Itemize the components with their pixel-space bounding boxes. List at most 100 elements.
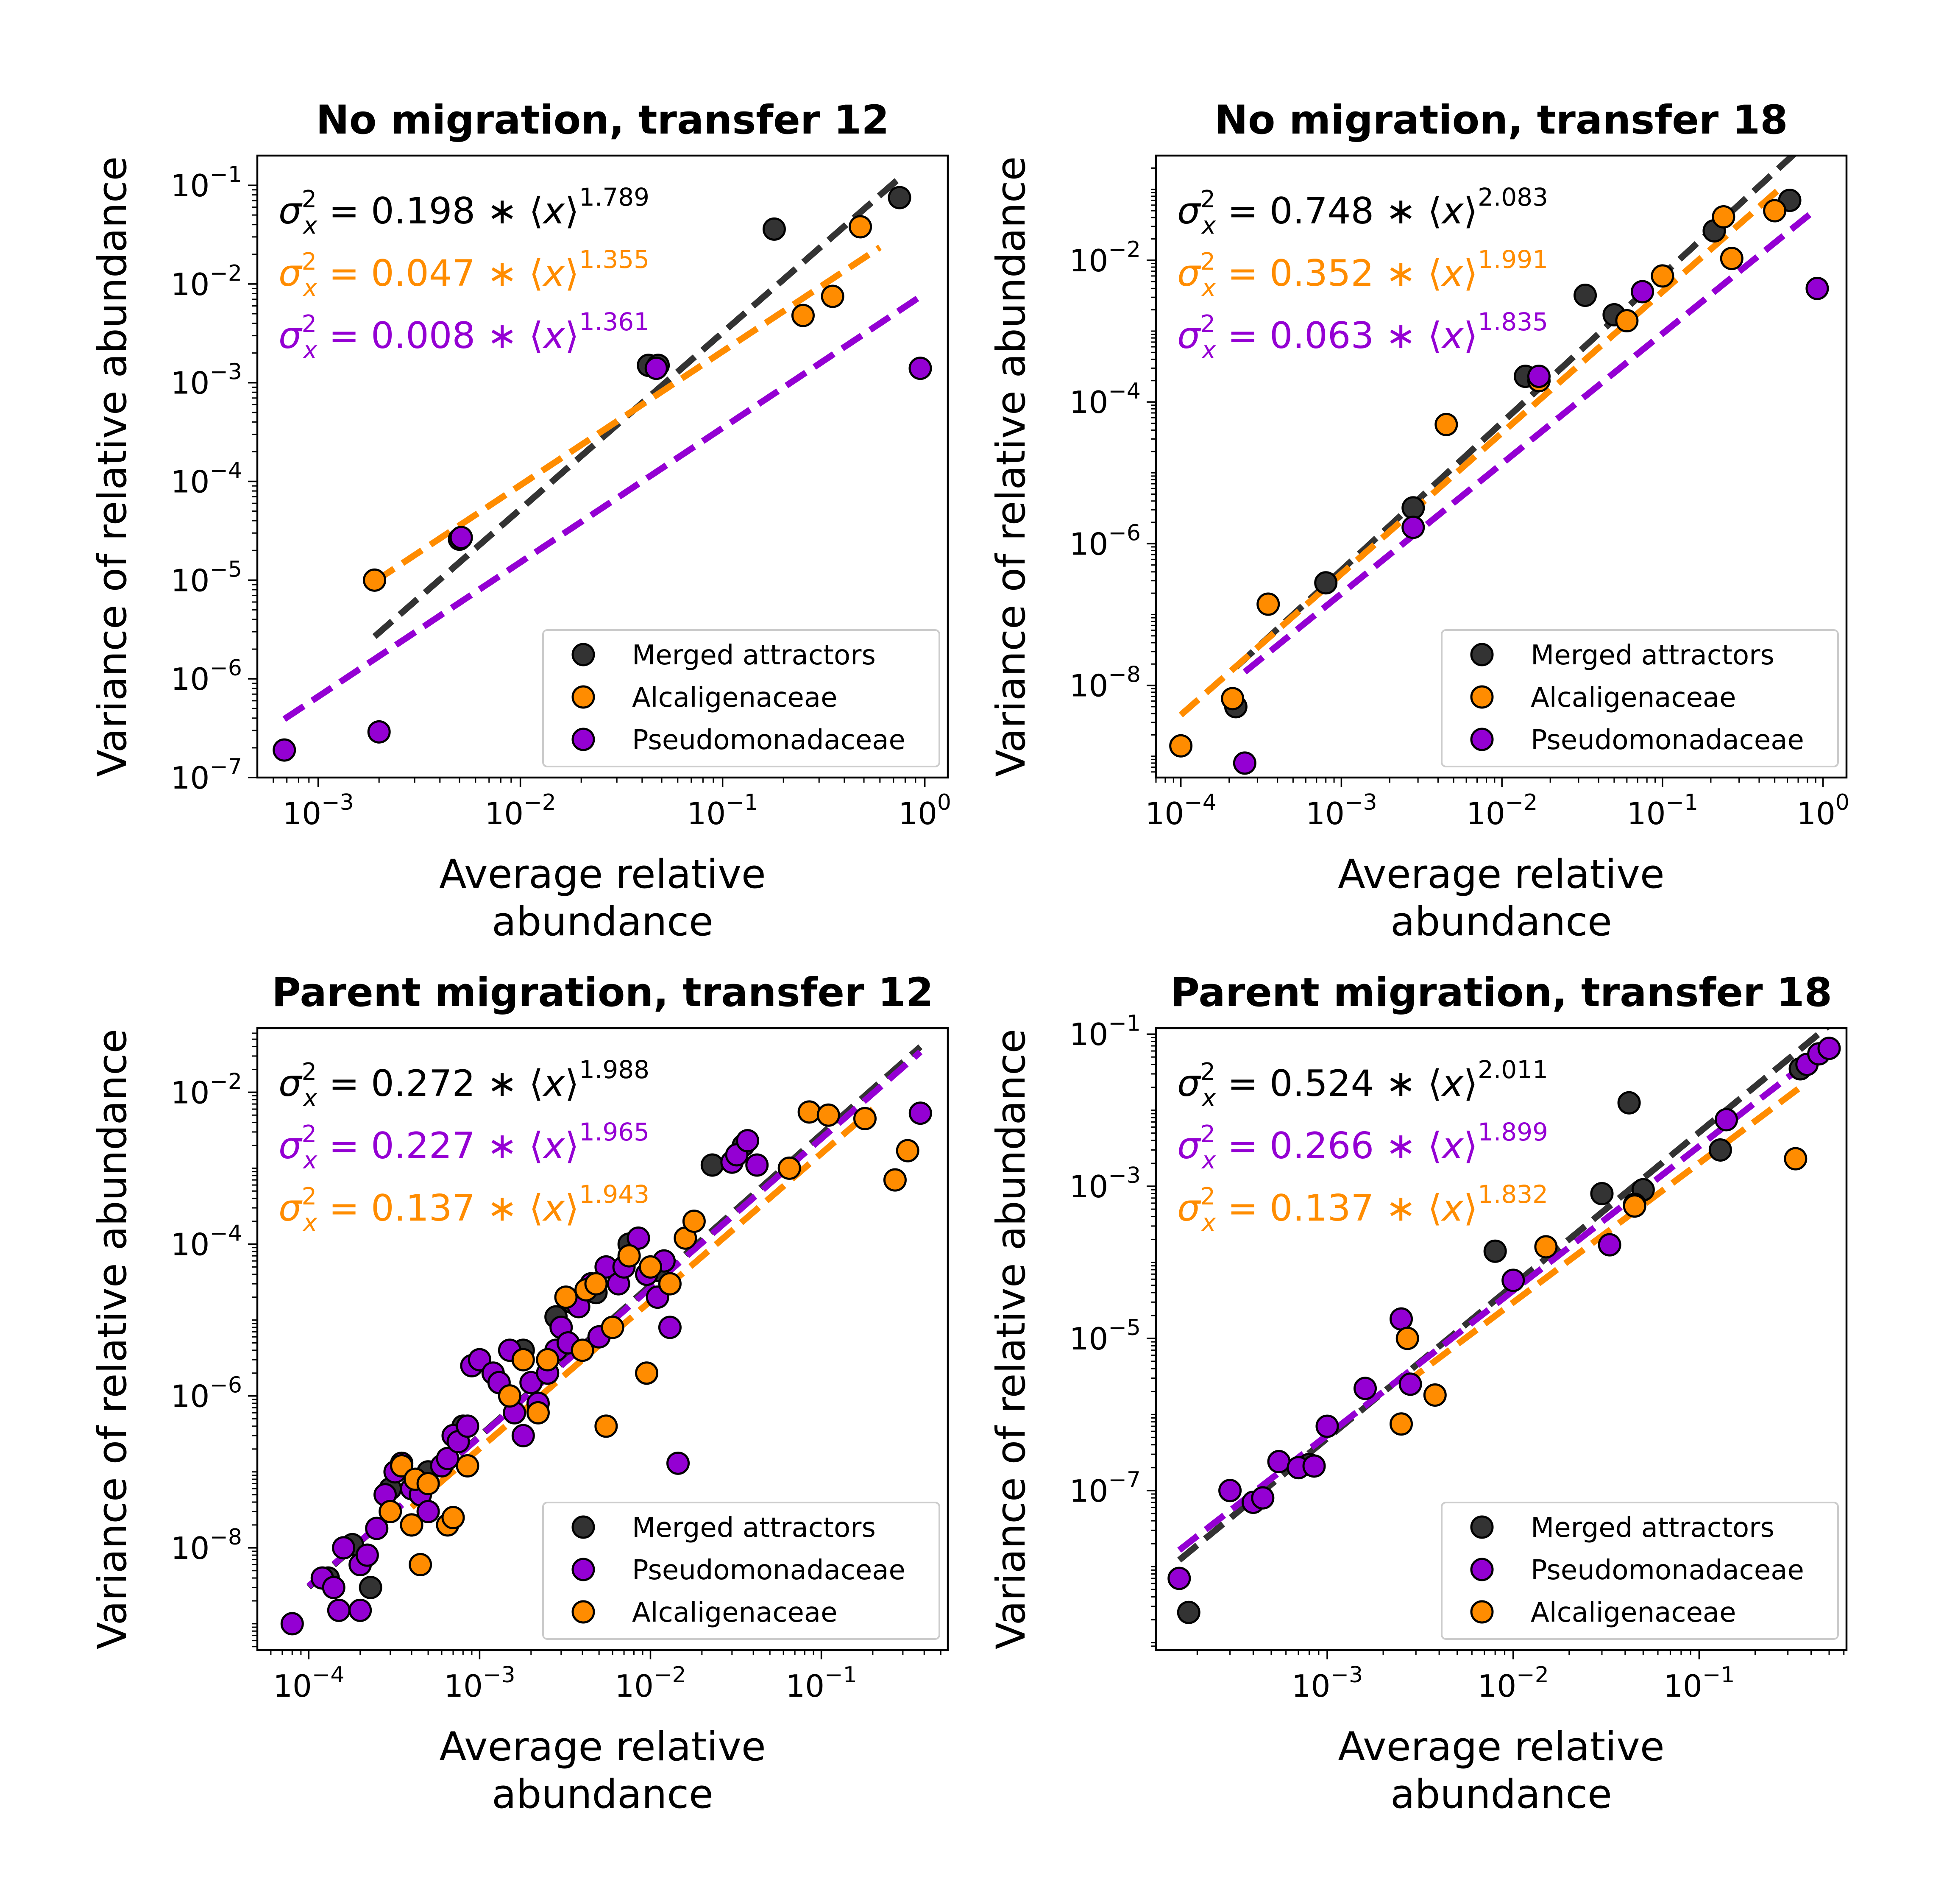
data-point-pseudo bbox=[658, 1316, 682, 1339]
data-point-pseudo bbox=[1805, 276, 1829, 300]
plot-area bbox=[280, 1044, 932, 1636]
data-point-alcal bbox=[1395, 1327, 1419, 1350]
fit-equation-alcal: σ2 x = 0.047 ∗ ⟨x⟩1.355 bbox=[279, 245, 649, 302]
legend: Merged attractors Pseudomonadaceae Alcalig… bbox=[542, 1502, 940, 1640]
data-point-merged bbox=[1574, 284, 1597, 307]
legend-marker-alcal bbox=[571, 685, 595, 709]
fit-line-merged bbox=[1177, 1028, 1831, 1563]
data-point-alcal bbox=[1712, 205, 1735, 229]
data-point-pseudo bbox=[1598, 1233, 1621, 1257]
fit-equation-merged: σ2 x = 0.198 ∗ ⟨x⟩1.789 bbox=[279, 183, 649, 240]
x-tick-label: 10−2 bbox=[615, 1662, 686, 1704]
data-point-alcal bbox=[682, 1210, 706, 1233]
axes-frame bbox=[256, 1027, 949, 1651]
data-point-pseudo bbox=[1218, 1479, 1242, 1503]
data-point-pseudo bbox=[1167, 1567, 1191, 1590]
data-point-pseudo bbox=[327, 1598, 351, 1622]
data-point-pseudo bbox=[1354, 1377, 1377, 1400]
data-point-merged bbox=[1590, 1182, 1614, 1205]
legend-marker-pseudo bbox=[1470, 1558, 1494, 1581]
data-point-pseudo bbox=[666, 1451, 690, 1475]
data-point-pseudo bbox=[1398, 1372, 1422, 1396]
data-point-alcal bbox=[441, 1506, 465, 1530]
data-point-pseudo bbox=[1267, 1450, 1291, 1474]
data-point-pseudo bbox=[1390, 1307, 1413, 1331]
legend-label: Alcaligenaceae bbox=[1531, 682, 1736, 714]
chart-title: Parent migration, transfer 12 bbox=[272, 970, 933, 1016]
chart-panel-3: Parent migration, transfer 12 10−4 10−3 10−… bbox=[89, 970, 949, 1818]
data-point-alcal bbox=[821, 284, 844, 308]
data-point-alcal bbox=[849, 215, 872, 239]
data-point-alcal bbox=[456, 1454, 479, 1478]
data-point-alcal bbox=[1169, 734, 1193, 758]
fit-line-alcal bbox=[373, 245, 882, 585]
data-point-alcal bbox=[526, 1401, 550, 1425]
legend-box bbox=[1441, 1502, 1839, 1640]
data-point-pseudo bbox=[1631, 280, 1654, 304]
axes-frame bbox=[1155, 154, 1848, 779]
x-tick-label: 10−1 bbox=[687, 790, 758, 831]
fit-line-alcal bbox=[409, 1107, 875, 1510]
legend-marker-pseudo bbox=[1470, 728, 1494, 751]
data-point-alcal bbox=[1534, 1235, 1558, 1259]
data-point-pseudo bbox=[1302, 1454, 1326, 1478]
fit-line-pseudo bbox=[1242, 207, 1818, 675]
chart-panel-2: No migration, transfer 18 10−4 10−3 10−2 10−… bbox=[988, 97, 1849, 945]
data-point-merged bbox=[1708, 1138, 1732, 1162]
y-tick-label: 10−6 bbox=[171, 1373, 242, 1414]
data-point-pseudo bbox=[332, 1536, 356, 1560]
plot-area bbox=[273, 176, 932, 762]
y-tick-label: 10−4 bbox=[171, 458, 242, 500]
fit-equation-alcal: σ2 x = 0.352 ∗ ⟨x⟩1.991 bbox=[1177, 245, 1548, 302]
legend-label: Merged attractors bbox=[632, 1512, 876, 1544]
y-tick-label: 10−5 bbox=[1069, 1315, 1141, 1357]
x-axis-label: Average relative abundance bbox=[439, 851, 766, 945]
data-point-alcal bbox=[1623, 1194, 1646, 1218]
data-point-alcal bbox=[511, 1348, 535, 1372]
data-point-alcal bbox=[791, 304, 815, 327]
fit-equation-merged: σ2 x = 0.272 ∗ ⟨x⟩1.988 bbox=[279, 1055, 649, 1112]
data-point-alcal bbox=[536, 1348, 560, 1372]
legend-marker-merged bbox=[571, 1515, 595, 1539]
legend-marker-alcal bbox=[1470, 685, 1494, 709]
legend-label: Merged attractors bbox=[632, 640, 876, 671]
plot-area bbox=[1169, 156, 1829, 775]
chart-title: No migration, transfer 18 bbox=[1214, 97, 1788, 143]
y-tick-label: 10−4 bbox=[1069, 379, 1141, 420]
fit-line-pseudo bbox=[282, 294, 922, 722]
data-point-pseudo bbox=[1501, 1268, 1525, 1292]
data-point-pseudo bbox=[1817, 1037, 1841, 1060]
data-point-alcal bbox=[638, 1255, 662, 1279]
axes-frame bbox=[256, 154, 949, 779]
legend-marker-pseudo bbox=[571, 728, 595, 751]
data-point-alcal bbox=[601, 1316, 624, 1339]
y-tick-label: 10−1 bbox=[171, 162, 242, 204]
y-axis-label: Variance of relative abundance bbox=[988, 156, 1034, 777]
plot-area bbox=[1167, 1028, 1841, 1624]
x-tick-label: 10−4 bbox=[273, 1662, 344, 1704]
data-point-alcal bbox=[1763, 199, 1787, 223]
y-tick-label: 10−3 bbox=[1069, 1163, 1141, 1204]
y-tick-label: 10−2 bbox=[1069, 237, 1141, 279]
data-point-pseudo bbox=[908, 357, 932, 380]
data-point-alcal bbox=[1720, 247, 1743, 270]
legend: Merged attractors Alcaligenaceae Pseudomon… bbox=[1441, 629, 1839, 767]
chart-panel-1: No migration, transfer 12 10−3 10−2 10−1 100… bbox=[89, 97, 951, 945]
legend-marker-pseudo bbox=[571, 1558, 595, 1581]
x-tick-label: 10−3 bbox=[1306, 790, 1377, 831]
chart-panel-4: Parent migration, transfer 18 10−3 10−2 10−… bbox=[988, 970, 1848, 1818]
legend-marker-alcal bbox=[571, 1600, 595, 1624]
data-point-alcal bbox=[883, 1168, 907, 1192]
data-point-pseudo bbox=[1315, 1414, 1339, 1438]
data-point-pseudo bbox=[449, 526, 473, 549]
legend-box bbox=[542, 1502, 940, 1640]
data-point-alcal bbox=[635, 1361, 659, 1385]
data-point-merged bbox=[359, 1575, 382, 1599]
data-point-alcal bbox=[416, 1472, 440, 1495]
data-point-pseudo bbox=[273, 738, 296, 762]
data-point-pseudo bbox=[322, 1575, 345, 1599]
data-point-merged bbox=[1314, 571, 1338, 595]
fit-equation-pseudo: σ2 x = 0.008 ∗ ⟨x⟩1.361 bbox=[279, 307, 649, 364]
y-axis-label: Variance of relative abundance bbox=[89, 1029, 136, 1650]
